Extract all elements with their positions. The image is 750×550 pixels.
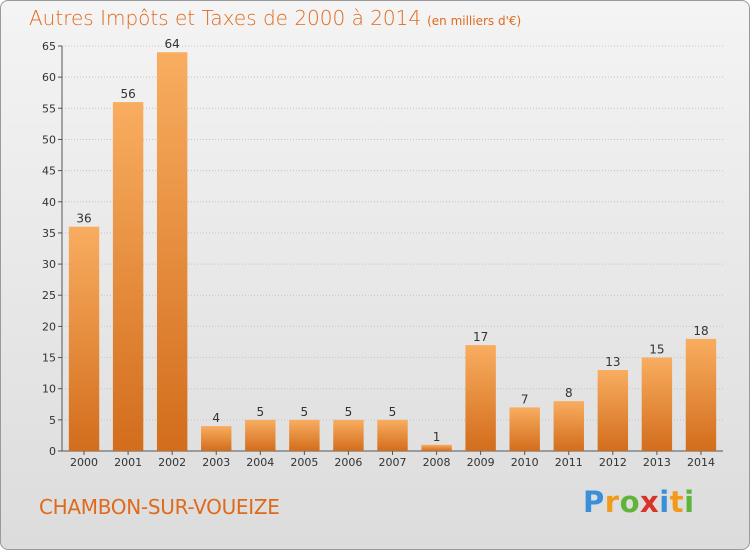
bar bbox=[465, 345, 496, 451]
x-tick-label: 2005 bbox=[290, 456, 318, 469]
x-tick-label: 2007 bbox=[379, 456, 407, 469]
data-label: 13 bbox=[605, 355, 620, 369]
bar bbox=[685, 338, 717, 451]
data-label: 5 bbox=[345, 405, 353, 419]
data-label: 15 bbox=[649, 343, 664, 357]
x-tick-label: 2012 bbox=[599, 456, 627, 469]
bar bbox=[641, 357, 673, 451]
bar bbox=[509, 407, 540, 451]
bar bbox=[421, 444, 452, 451]
data-label: 18 bbox=[693, 324, 708, 338]
bar bbox=[112, 102, 144, 452]
bar bbox=[156, 52, 188, 451]
bar bbox=[201, 426, 232, 451]
y-tick-label: 65 bbox=[42, 40, 56, 53]
y-tick-label: 30 bbox=[42, 258, 56, 271]
x-tick-label: 2008 bbox=[423, 456, 451, 469]
x-tick-label: 2014 bbox=[687, 456, 715, 469]
y-tick-label: 5 bbox=[49, 414, 56, 427]
x-tick-label: 2006 bbox=[334, 456, 362, 469]
chart-title-main: Autres Impôts et Taxes de 2000 à 2014 bbox=[29, 6, 422, 30]
commune-name: CHAMBON-SUR-VOUEIZE bbox=[39, 495, 280, 519]
y-tick-label: 25 bbox=[42, 289, 56, 302]
data-label: 17 bbox=[473, 330, 488, 344]
data-label: 56 bbox=[120, 87, 135, 101]
proxiti-logo: Proxiti bbox=[583, 485, 695, 519]
data-label: 5 bbox=[256, 405, 264, 419]
x-tick-label: 2011 bbox=[555, 456, 583, 469]
y-tick-label: 0 bbox=[49, 445, 56, 458]
data-label: 7 bbox=[521, 392, 529, 406]
bar-layer bbox=[68, 52, 717, 452]
y-tick-label: 10 bbox=[42, 383, 56, 396]
x-tick-label: 2013 bbox=[643, 456, 671, 469]
y-tick-label: 50 bbox=[42, 133, 56, 146]
data-label: 1 bbox=[433, 430, 441, 444]
y-tick-label: 15 bbox=[42, 352, 56, 365]
y-tick-label: 45 bbox=[42, 165, 56, 178]
x-tick-label: 2010 bbox=[511, 456, 539, 469]
data-label: 5 bbox=[301, 405, 309, 419]
label-layer: 36 56 64 4 5 5 5 5 1 17 7 8 13 15 18 bbox=[76, 37, 708, 444]
x-tick-label: 2000 bbox=[70, 456, 98, 469]
y-tick-label: 60 bbox=[42, 71, 56, 84]
y-tick-label: 35 bbox=[42, 227, 56, 240]
x-tick-label: 2004 bbox=[246, 456, 274, 469]
y-tick-label: 20 bbox=[42, 320, 56, 333]
y-tick-label: 55 bbox=[42, 102, 56, 115]
x-tick-label: 2002 bbox=[158, 456, 186, 469]
x-tick-label: 2009 bbox=[467, 456, 495, 469]
x-tick-label: 2001 bbox=[114, 456, 142, 469]
chart-subtitle: (en milliers d'€) bbox=[427, 14, 522, 28]
data-label: 5 bbox=[389, 405, 397, 419]
y-tick-label: 40 bbox=[42, 196, 56, 209]
bar bbox=[597, 370, 629, 451]
bar bbox=[68, 226, 100, 451]
bar bbox=[553, 401, 584, 451]
bar bbox=[377, 419, 408, 451]
bar bbox=[333, 419, 364, 451]
data-label: 36 bbox=[76, 212, 91, 226]
bar bbox=[289, 419, 320, 451]
chart-title: Autres Impôts et Taxes de 2000 à 2014 (en… bbox=[29, 6, 521, 30]
data-label: 64 bbox=[165, 37, 180, 51]
x-tick-label: 2003 bbox=[202, 456, 230, 469]
bar bbox=[245, 419, 276, 451]
data-label: 4 bbox=[212, 411, 220, 425]
data-label: 8 bbox=[565, 386, 573, 400]
